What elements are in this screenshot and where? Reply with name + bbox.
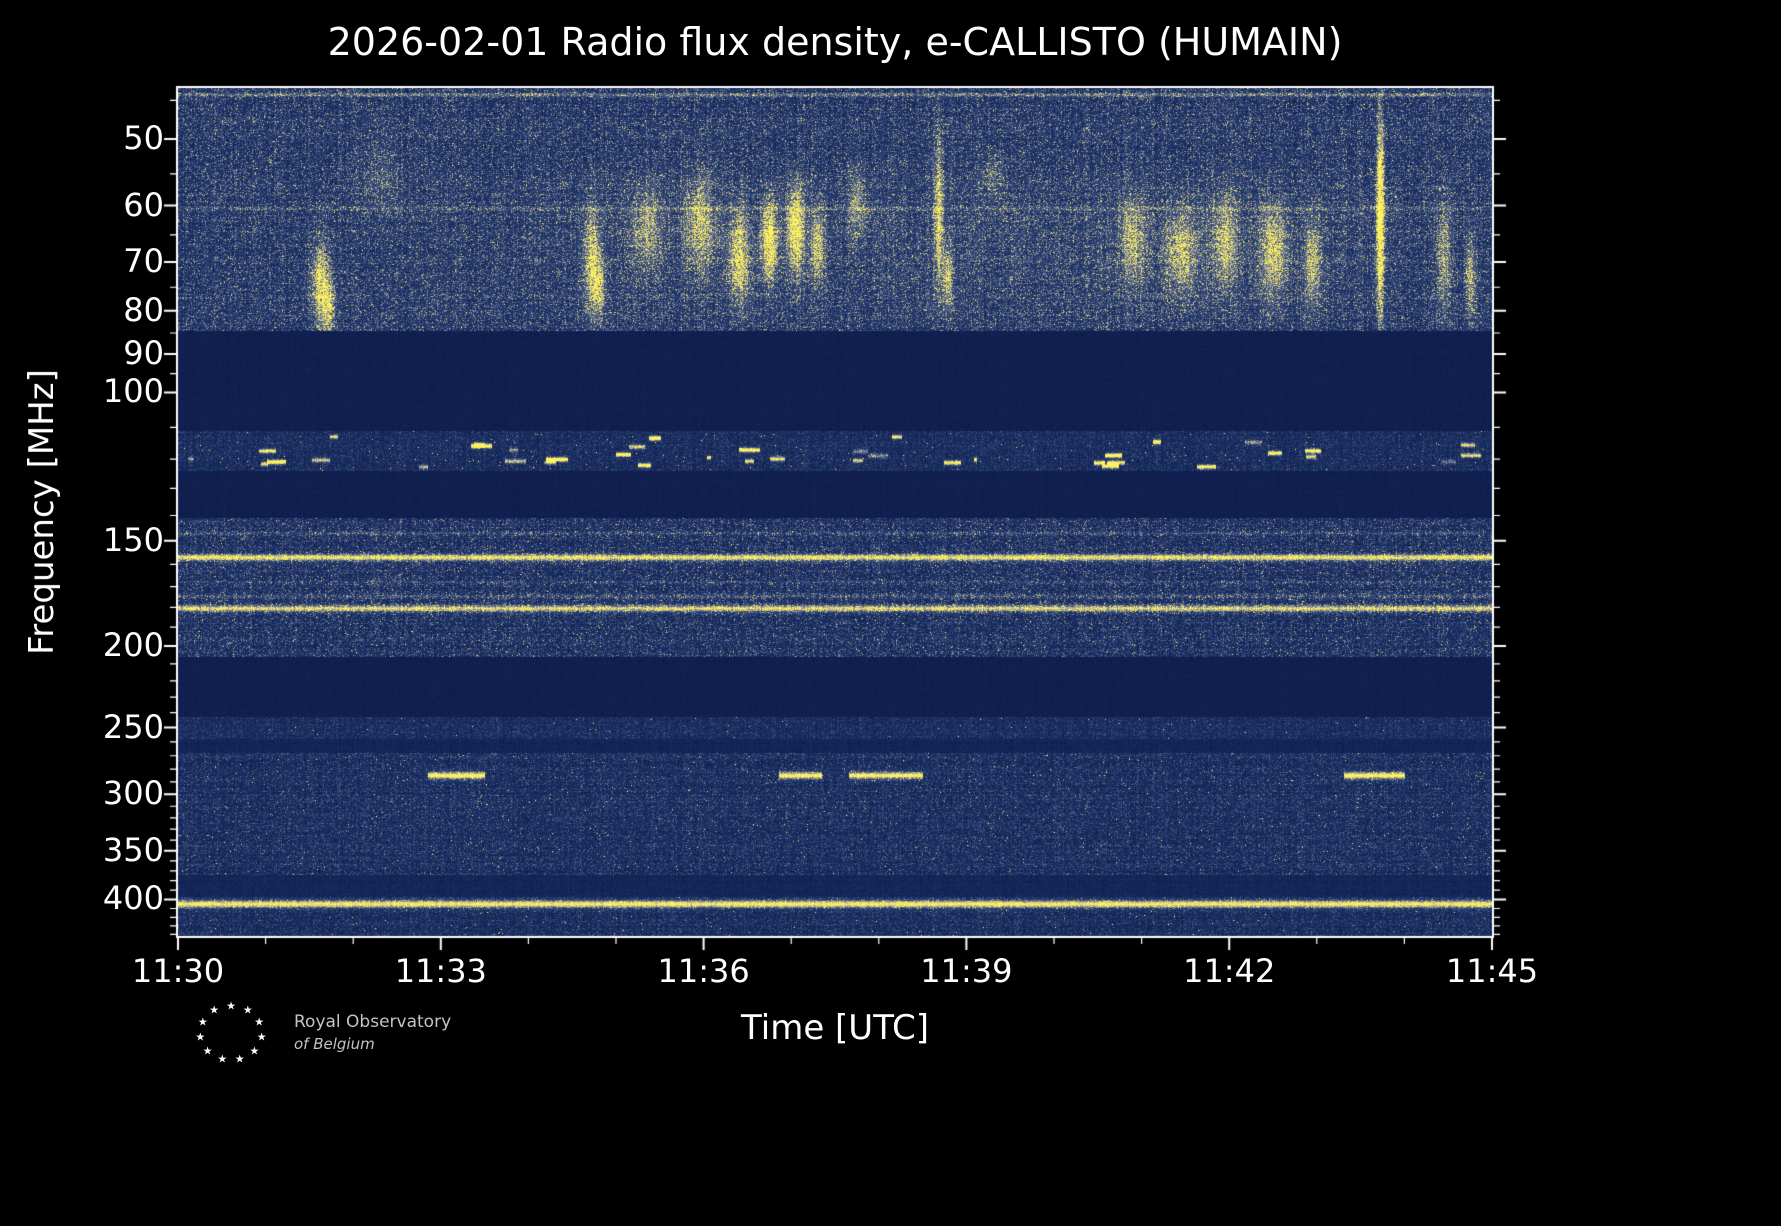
x-tick-label: 11:39 — [920, 952, 1013, 990]
rob-logo-stars: ★ ★ ★ ★ ★ ★ ★ ★ ★ ★ ★ — [188, 998, 274, 1068]
rob-logo-text: Royal Observatory of Belgium — [294, 1011, 451, 1056]
rob-logo-line2: of Belgium — [294, 1035, 375, 1054]
x-axis-label: Time [UTC] — [741, 1008, 929, 1048]
star-icon: ★ — [242, 1003, 253, 1017]
x-tick-label: 11:45 — [1445, 952, 1539, 990]
y-tick-label: 300 — [102, 774, 164, 813]
star-icon: ★ — [217, 1052, 228, 1066]
star-icon: ★ — [249, 1044, 260, 1058]
rob-logo: ★ ★ ★ ★ ★ ★ ★ ★ ★ ★ ★ Royal Observatory of Belgium — [188, 998, 451, 1068]
y-tick-label: 200 — [102, 626, 164, 665]
rob-logo-line1: Royal Observatory — [294, 1011, 452, 1032]
star-icon: ★ — [195, 1030, 206, 1044]
x-tick-label: 11:42 — [1183, 952, 1276, 990]
x-tick-label: 11:33 — [394, 952, 487, 990]
star-icon: ★ — [254, 1015, 265, 1029]
x-tick-label: 11:36 — [657, 952, 750, 990]
star-icon: ★ — [209, 1003, 220, 1017]
y-tick-label: 150 — [102, 520, 164, 559]
y-tick-label: 400 — [102, 879, 164, 918]
y-axis-label: Frequency [MHz] — [22, 369, 62, 655]
star-icon: ★ — [197, 1015, 208, 1029]
x-tick-label: 11:30 — [131, 952, 225, 990]
y-tick-label: 80 — [123, 291, 164, 330]
star-icon: ★ — [256, 1030, 267, 1044]
y-tick-label: 350 — [102, 830, 164, 869]
y-tick-label: 60 — [123, 185, 164, 224]
y-tick-label: 70 — [123, 242, 164, 281]
star-icon: ★ — [234, 1052, 245, 1066]
y-tick-label: 90 — [123, 334, 164, 373]
y-tick-label: 100 — [102, 372, 164, 411]
y-tick-label: 250 — [102, 707, 164, 746]
y-tick-label: 50 — [123, 119, 164, 158]
star-icon: ★ — [226, 999, 236, 1013]
chart-title: 2026-02-01 Radio flux density, e-CALLIST… — [327, 20, 1343, 64]
star-icon: ★ — [202, 1044, 213, 1058]
